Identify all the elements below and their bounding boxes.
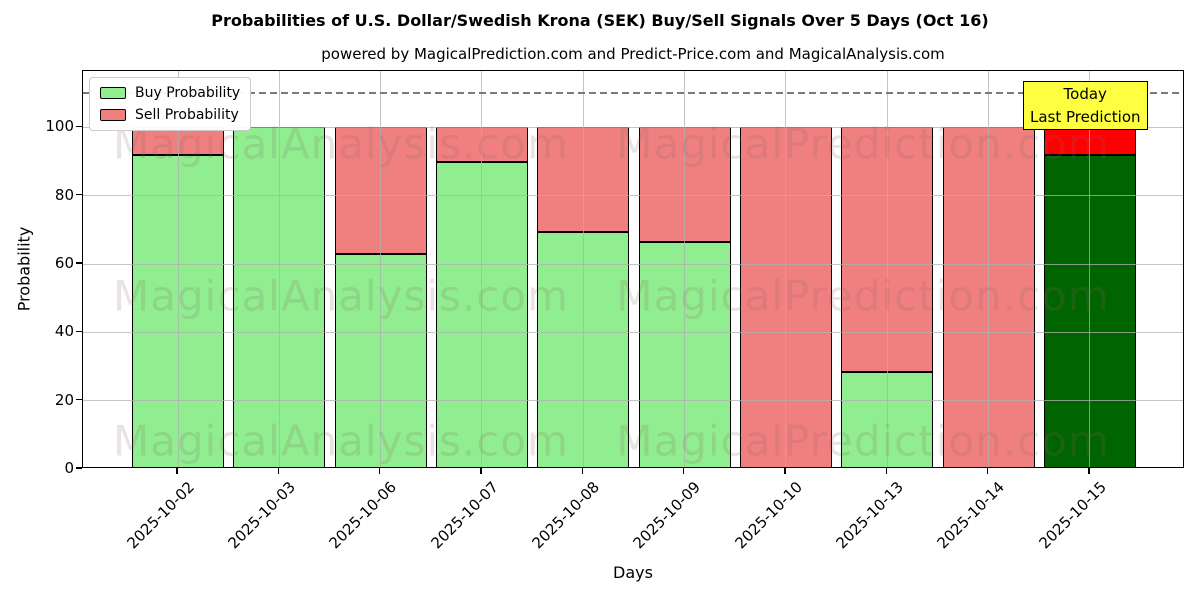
annotation-line-2: Last Prediction — [1029, 107, 1141, 126]
watermark-text: MagicalPrediction.com — [616, 416, 1110, 466]
x-tick — [1088, 468, 1090, 474]
legend-item-label: Sell Probability — [135, 107, 239, 123]
x-tick-label: 2025-10-10 — [731, 478, 806, 553]
sell-swatch — [100, 109, 126, 121]
y-tick — [76, 262, 82, 264]
h-gridline — [83, 331, 1183, 333]
x-tick-label: 2025-10-13 — [832, 478, 908, 553]
y-tick — [76, 330, 82, 333]
x-tick-label: 2025-10-08 — [528, 478, 604, 553]
h-gridline — [83, 195, 1183, 197]
plot-area: Buy Probability Sell Probability Today La… — [82, 70, 1184, 468]
x-tick — [986, 468, 989, 474]
chart-title: Probabilities of U.S. Dollar/Swedish Kro… — [211, 11, 989, 30]
annotation-line-1: Today — [1063, 85, 1107, 103]
x-tick-label: 2025-10-07 — [427, 478, 502, 553]
x-tick — [581, 468, 584, 474]
h-gridline — [83, 263, 1183, 265]
v-gridline — [177, 71, 179, 467]
x-tick — [682, 468, 685, 474]
threshold-dashed-line — [83, 92, 1183, 95]
v-gridline — [684, 71, 686, 467]
y-tick-label: 60 — [54, 254, 74, 273]
y-tick — [76, 125, 82, 128]
x-tick — [176, 468, 178, 474]
v-gridline — [380, 71, 382, 467]
v-gridline — [278, 71, 280, 467]
chart-subtitle: powered by MagicalPrediction.com and Pre… — [321, 45, 945, 63]
v-gridline — [886, 71, 888, 467]
v-gridline — [481, 71, 483, 467]
x-tick — [480, 468, 482, 474]
h-gridline — [83, 400, 1183, 402]
buy-swatch — [100, 87, 126, 99]
x-tick-label: 2025-10-03 — [224, 478, 300, 553]
y-tick-label: 100 — [45, 117, 74, 136]
watermark-text: MagicalPrediction.com — [616, 271, 1110, 321]
x-tick — [277, 468, 280, 474]
x-tick — [784, 468, 786, 474]
today-annotation: Today Last Prediction — [1022, 81, 1148, 130]
legend-item-label: Buy Probability — [135, 85, 241, 101]
y-tick-label: 80 — [54, 185, 74, 204]
legend-item: Sell Probability — [100, 107, 240, 123]
x-tick — [378, 468, 381, 474]
watermark-text: MagicalAnalysis.com — [113, 271, 569, 321]
x-tick-label: 2025-10-09 — [630, 478, 705, 553]
y-tick — [76, 193, 82, 196]
y-tick-label: 0 — [64, 459, 74, 477]
x-tick-label: 2025-10-15 — [1035, 478, 1110, 553]
h-gridline — [83, 126, 1183, 128]
legend: Buy Probability Sell Probability — [89, 77, 252, 131]
v-gridline — [582, 71, 584, 467]
y-tick-label: 40 — [54, 322, 74, 341]
y-tick — [76, 467, 82, 469]
v-gridline — [1089, 71, 1091, 467]
watermark-text: MagicalAnalysis.com — [113, 416, 569, 466]
x-tick-label: 2025-10-02 — [123, 478, 198, 553]
v-gridline — [988, 71, 990, 467]
v-gridline — [785, 71, 787, 467]
legend-item: Buy Probability — [100, 85, 240, 101]
x-tick — [885, 468, 888, 474]
x-tick-label: 2025-10-06 — [326, 478, 401, 553]
x-axis-label: Days — [613, 563, 653, 582]
y-tick — [76, 398, 82, 401]
x-tick-label: 2025-10-14 — [933, 478, 1009, 553]
y-tick-label: 20 — [54, 390, 74, 409]
